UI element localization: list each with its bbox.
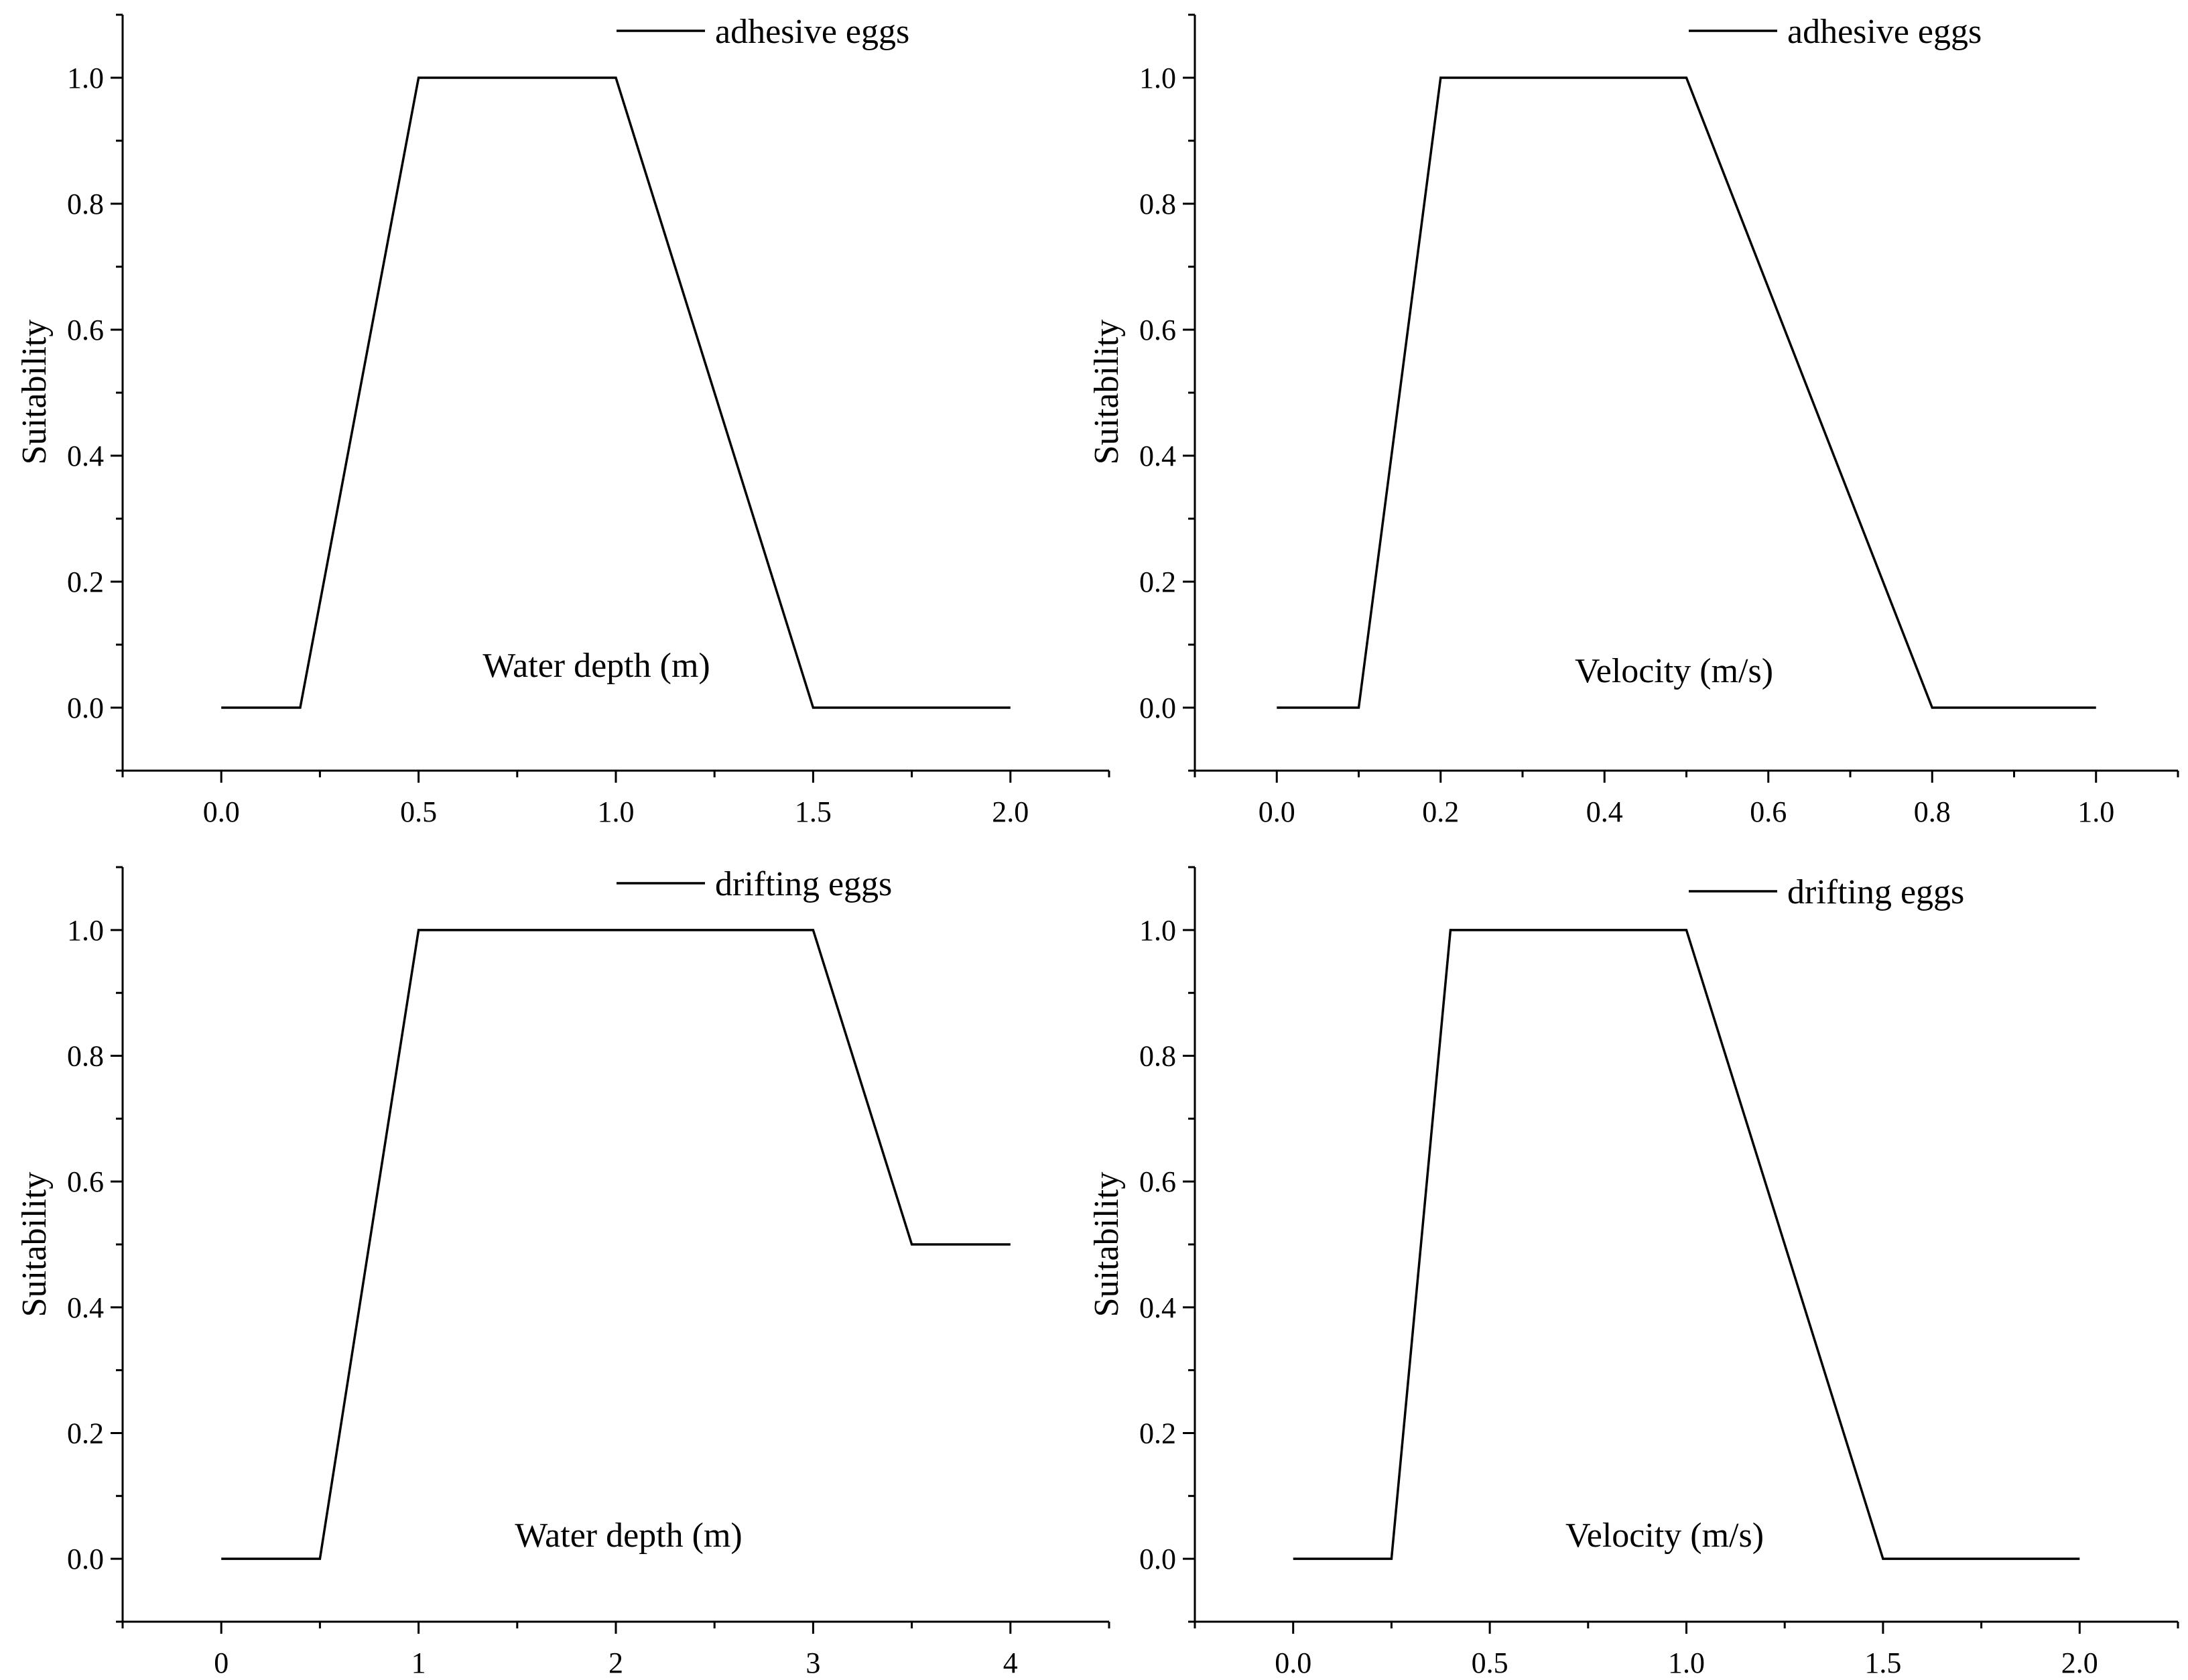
x-tick-label: 2.0 <box>992 795 1029 828</box>
x-axis-label: Velocity (m/s) <box>1575 652 1773 690</box>
y-tick-label: 0.0 <box>67 1543 104 1575</box>
y-tick-label: 0.0 <box>1139 692 1176 724</box>
y-tick-label: 0.6 <box>67 314 104 346</box>
x-tick-label: 0.4 <box>1586 795 1623 828</box>
y-axis-label: Suitability <box>1088 320 1126 465</box>
x-tick-label: 0.2 <box>1422 795 1459 828</box>
x-tick-label: 1.0 <box>598 795 635 828</box>
y-tick-label: 0.8 <box>1139 1040 1176 1073</box>
y-tick-label: 0.2 <box>67 1417 104 1450</box>
legend-label: drifting eggs <box>1787 873 1964 911</box>
x-tick-label: 0.6 <box>1750 795 1787 828</box>
y-tick-label: 0.4 <box>67 1291 104 1324</box>
series-line-suitability <box>221 76 1011 709</box>
x-tick-label: 1.0 <box>2077 795 2114 828</box>
y-tick-label: 0.4 <box>1139 440 1176 472</box>
chart-panel-top-left: 0.0 0.5 1.0 1.5 2.0 0.0 0.2 0.4 0.6 0.8 1.0 Suitabi… <box>15 13 1110 828</box>
y-axis-label: Suitability <box>15 1172 54 1317</box>
y-tick-label: 0.6 <box>67 1165 104 1198</box>
x-tick-label: 0.5 <box>1472 1646 1508 1679</box>
y-tick-label: 1.0 <box>67 914 104 947</box>
y-tick-label: 0.0 <box>67 692 104 724</box>
series-line-suitability <box>1277 76 2096 709</box>
y-tick-label: 0.8 <box>67 1040 104 1073</box>
chart-panel-top-right: 0.0 0.2 0.4 0.6 0.8 1.0 0.0 0.2 0.4 0.6 0.8 1.0 Suit… <box>1088 13 2179 828</box>
x-axis-label: Water depth (m) <box>482 647 710 685</box>
x-tick-label: 1.5 <box>1864 1646 1901 1679</box>
y-tick-label: 1.0 <box>67 62 104 94</box>
y-tick-label: 0.2 <box>1139 566 1176 598</box>
x-tick-label: 1 <box>411 1646 426 1679</box>
legend-label: drifting eggs <box>715 865 892 903</box>
y-tick-label: 0.8 <box>67 188 104 220</box>
legend-label: adhesive eggs <box>1787 13 1982 51</box>
chart-panel-bottom-left: 0 1 2 3 4 0.0 0.2 0.4 0.6 0.8 1.0 Suitability Water … <box>15 865 1110 1679</box>
y-tick-label: 0.8 <box>1139 188 1176 220</box>
x-tick-label: 2.0 <box>2061 1646 2098 1679</box>
y-tick-label: 0.4 <box>1139 1291 1176 1324</box>
y-tick-label: 0.6 <box>1139 1165 1176 1198</box>
x-tick-label: 0.0 <box>203 795 240 828</box>
y-tick-label: 0.2 <box>67 566 104 598</box>
y-tick-label: 0.2 <box>1139 1417 1176 1450</box>
x-axis-label: Water depth (m) <box>515 1516 742 1555</box>
y-tick-label: 1.0 <box>1139 914 1176 947</box>
x-tick-label: 0.0 <box>1275 1646 1311 1679</box>
y-axis-label: Suitability <box>15 320 54 465</box>
legend-label: adhesive eggs <box>715 13 909 51</box>
series-line-suitability <box>1293 929 2080 1560</box>
x-tick-label: 4 <box>1003 1646 1018 1679</box>
series-line-suitability <box>221 929 1011 1560</box>
x-axis-label: Velocity (m/s) <box>1565 1516 1764 1555</box>
y-axis-label: Suitability <box>1088 1172 1126 1317</box>
x-tick-label: 1.0 <box>1668 1646 1705 1679</box>
x-tick-label: 0.0 <box>1259 795 1295 828</box>
y-tick-label: 0.6 <box>1139 314 1176 346</box>
x-tick-label: 1.5 <box>795 795 832 828</box>
y-tick-label: 0.4 <box>67 440 104 472</box>
y-tick-label: 1.0 <box>1139 62 1176 94</box>
x-tick-label: 2 <box>608 1646 623 1679</box>
chart-panel-bottom-right: 0.0 0.5 1.0 1.5 2.0 0.0 0.2 0.4 0.6 0.8 1.0 Suitabi… <box>1088 866 2179 1679</box>
x-tick-label: 0 <box>214 1646 229 1679</box>
x-tick-label: 3 <box>806 1646 820 1679</box>
x-tick-label: 0.5 <box>400 795 437 828</box>
y-tick-label: 0.0 <box>1139 1543 1176 1575</box>
x-tick-label: 0.8 <box>1914 795 1951 828</box>
